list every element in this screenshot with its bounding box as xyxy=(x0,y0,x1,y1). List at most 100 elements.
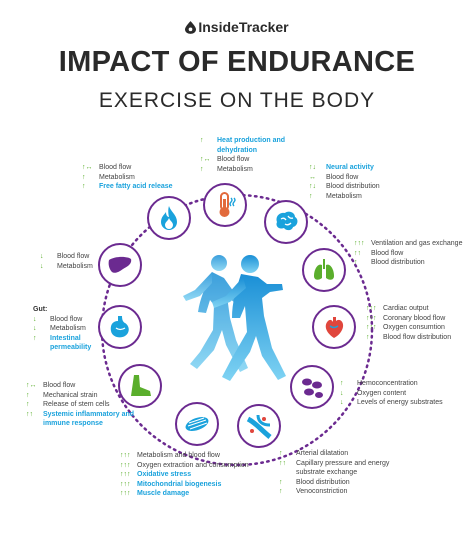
effect-row: ↑↑↑ Mitochondrial biogenesis xyxy=(120,480,270,490)
effect-label: Heat production and dehydration xyxy=(217,137,286,154)
change-arrow: ↑↑↑ xyxy=(120,452,131,459)
effect-row: ↑ Blood distribution xyxy=(279,478,409,488)
effect-row: ↑↔ Blood flow xyxy=(26,381,136,391)
change-arrow: ↑↑ xyxy=(279,459,286,467)
effect-label: Neural activity xyxy=(326,164,374,171)
effect-label: Blood distribution xyxy=(371,259,425,267)
brain-icon xyxy=(276,211,298,231)
effect-label: Blood flow xyxy=(50,315,83,323)
change-arrow: ↑↑↑ xyxy=(354,240,365,247)
effect-row: ↑↓ Neural activity xyxy=(309,163,419,173)
effect-row: ↓ Blood flow xyxy=(33,315,105,325)
heart-icon xyxy=(325,317,344,338)
effect-row: ↑↑↑ Ventilation and gas exchange xyxy=(354,239,464,249)
change-arrow: ↑↑ xyxy=(26,410,33,418)
vessels-info: ↑ Arterial dilatation ↑↑ Capillary pressure… xyxy=(279,449,409,497)
lungs-icon xyxy=(314,259,334,280)
change-arrow: ↑↔ xyxy=(26,382,37,389)
change-arrow: ↓ xyxy=(340,389,344,397)
effect-label: Metabolism xyxy=(57,262,93,270)
change-arrow: ↔ xyxy=(309,173,316,181)
brand-name: InsideTracker xyxy=(198,19,289,35)
effect-label: Free fatty acid release xyxy=(99,183,173,191)
change-arrow: ↑ xyxy=(279,488,283,496)
effect-label: Blood flow xyxy=(57,253,90,260)
effect-row: ↑↑↑ Cardiac output xyxy=(366,304,474,314)
change-arrow: ↑ xyxy=(340,380,344,387)
runners-illustration xyxy=(183,255,286,381)
effect-label: Mechanical strain xyxy=(43,391,98,399)
metabolism-node xyxy=(147,196,191,240)
effect-row: ↑ Metabolism xyxy=(200,165,310,175)
effect-label: Mitochondrial biogenesis xyxy=(137,480,222,488)
change-arrow: ↑↑↑ xyxy=(120,461,131,469)
muscle-info: ↑↑↑ Metabolism and blood flow ↑↑↑ Oxygen ex… xyxy=(120,451,270,499)
change-arrow: ↑ xyxy=(33,334,37,342)
effect-label: Oxygen consumtion xyxy=(383,324,445,332)
blood-info: ↑ Hemoconcentration ↓ Oxygen content ↓ Levels… xyxy=(340,379,460,408)
foot-bone-icon xyxy=(131,375,151,396)
effect-label: Oxygen content xyxy=(357,389,407,397)
effect-label: Capillary pressure and energy substrate … xyxy=(296,459,390,477)
page-subtitle: EXERCISE ON THE BODY xyxy=(98,89,376,112)
effect-label: Blood flow xyxy=(371,249,404,257)
change-arrow: ↑↑↑ xyxy=(120,490,131,498)
effect-row: ↔ Blood flow xyxy=(309,173,419,183)
effect-label: Oxidative stress xyxy=(137,471,192,479)
temperature-info: ↑ Heat production and dehydration ↑↔ Blood … xyxy=(200,136,310,174)
change-arrow: ↑↑↑ xyxy=(120,471,131,479)
effect-label: Release of stem cells xyxy=(43,401,110,409)
change-arrow: ↓ xyxy=(40,262,44,270)
effect-label: Blood flow xyxy=(217,156,250,164)
effect-row: ↑ Free fatty acid release xyxy=(82,182,182,192)
change-arrow: ↑ xyxy=(309,192,313,200)
change-arrow: ↑ xyxy=(200,165,204,173)
effect-label: Venoconstriction xyxy=(296,488,348,496)
effect-label: Systemic inflammatory and immune respons… xyxy=(43,410,135,428)
effect-label: Hemoconcentration xyxy=(357,380,418,387)
change-arrow: ↑ xyxy=(26,401,30,409)
vessels-node xyxy=(237,404,281,448)
gut-info: Gut: ↓ Blood flow ↓ Metabolism ↑ Intestinal pe… xyxy=(33,305,105,353)
bone-node xyxy=(118,364,162,408)
brain-node xyxy=(264,200,308,244)
effect-row: ↑ Heat production and dehydration xyxy=(200,136,310,155)
bone-info: ↑↔ Blood flow ↑ Mechanical strain ↑ Release o… xyxy=(26,381,136,429)
change-arrow: ↓ xyxy=(33,325,37,333)
effect-label: Metabolism and blood flow xyxy=(137,452,220,459)
liver-icon xyxy=(108,256,132,273)
effect-row: ↑↑ Systemic inflammatory and immune respo… xyxy=(26,410,136,429)
change-arrow: ↑ xyxy=(279,450,283,457)
change-arrow: ↑↓ xyxy=(309,183,316,191)
heart-node xyxy=(312,305,356,349)
liver-info: ↓ Blood flow ↓ Metabolism xyxy=(40,252,110,271)
change-arrow: ↓ xyxy=(40,253,44,260)
effect-row: ↑↑↑ Coronary blood flow xyxy=(366,314,474,324)
effect-row: ↑ Metabolism xyxy=(82,173,182,183)
effect-label: Oxygen extraction and consumption xyxy=(137,461,249,469)
change-arrow: ↑↔ xyxy=(200,156,211,164)
droplet-icon xyxy=(185,21,197,34)
blood-cells-icon xyxy=(302,378,323,398)
effect-label: Blood flow xyxy=(99,164,132,171)
effect-label: Metabolism xyxy=(217,165,253,173)
change-arrow: ↓ xyxy=(340,399,344,407)
effect-label: Arterial dilatation xyxy=(296,450,349,457)
heart-info: ↑↑↑ Cardiac output ↑↑↑ Coronary blood flow ↑… xyxy=(366,304,474,342)
effect-label: Blood flow xyxy=(43,382,76,389)
change-arrow: ↑ xyxy=(366,333,370,341)
effect-label: Metabolism xyxy=(326,192,362,200)
effect-label: Blood flow xyxy=(326,173,359,181)
effect-row: ↑ Arterial dilatation xyxy=(279,449,409,459)
blood-cells-node xyxy=(290,365,334,409)
effect-row: ↑↑↑ Muscle damage xyxy=(120,489,270,499)
block-heading: Gut: xyxy=(33,306,48,313)
effect-row: ↑↔ Blood flow xyxy=(200,155,310,165)
metabolism-info: ↑↔ Blood flow ↑ Metabolism ↑ Free fatty acid … xyxy=(82,163,182,192)
effect-row: ↓ Blood flow xyxy=(40,252,110,262)
change-arrow: ↑↔ xyxy=(82,164,93,171)
effect-label: Cardiac output xyxy=(383,305,429,312)
effect-row: ↓ Metabolism xyxy=(40,262,110,272)
change-arrow: ↑↑ xyxy=(354,249,361,257)
effect-label: Coronary blood flow xyxy=(383,314,446,322)
